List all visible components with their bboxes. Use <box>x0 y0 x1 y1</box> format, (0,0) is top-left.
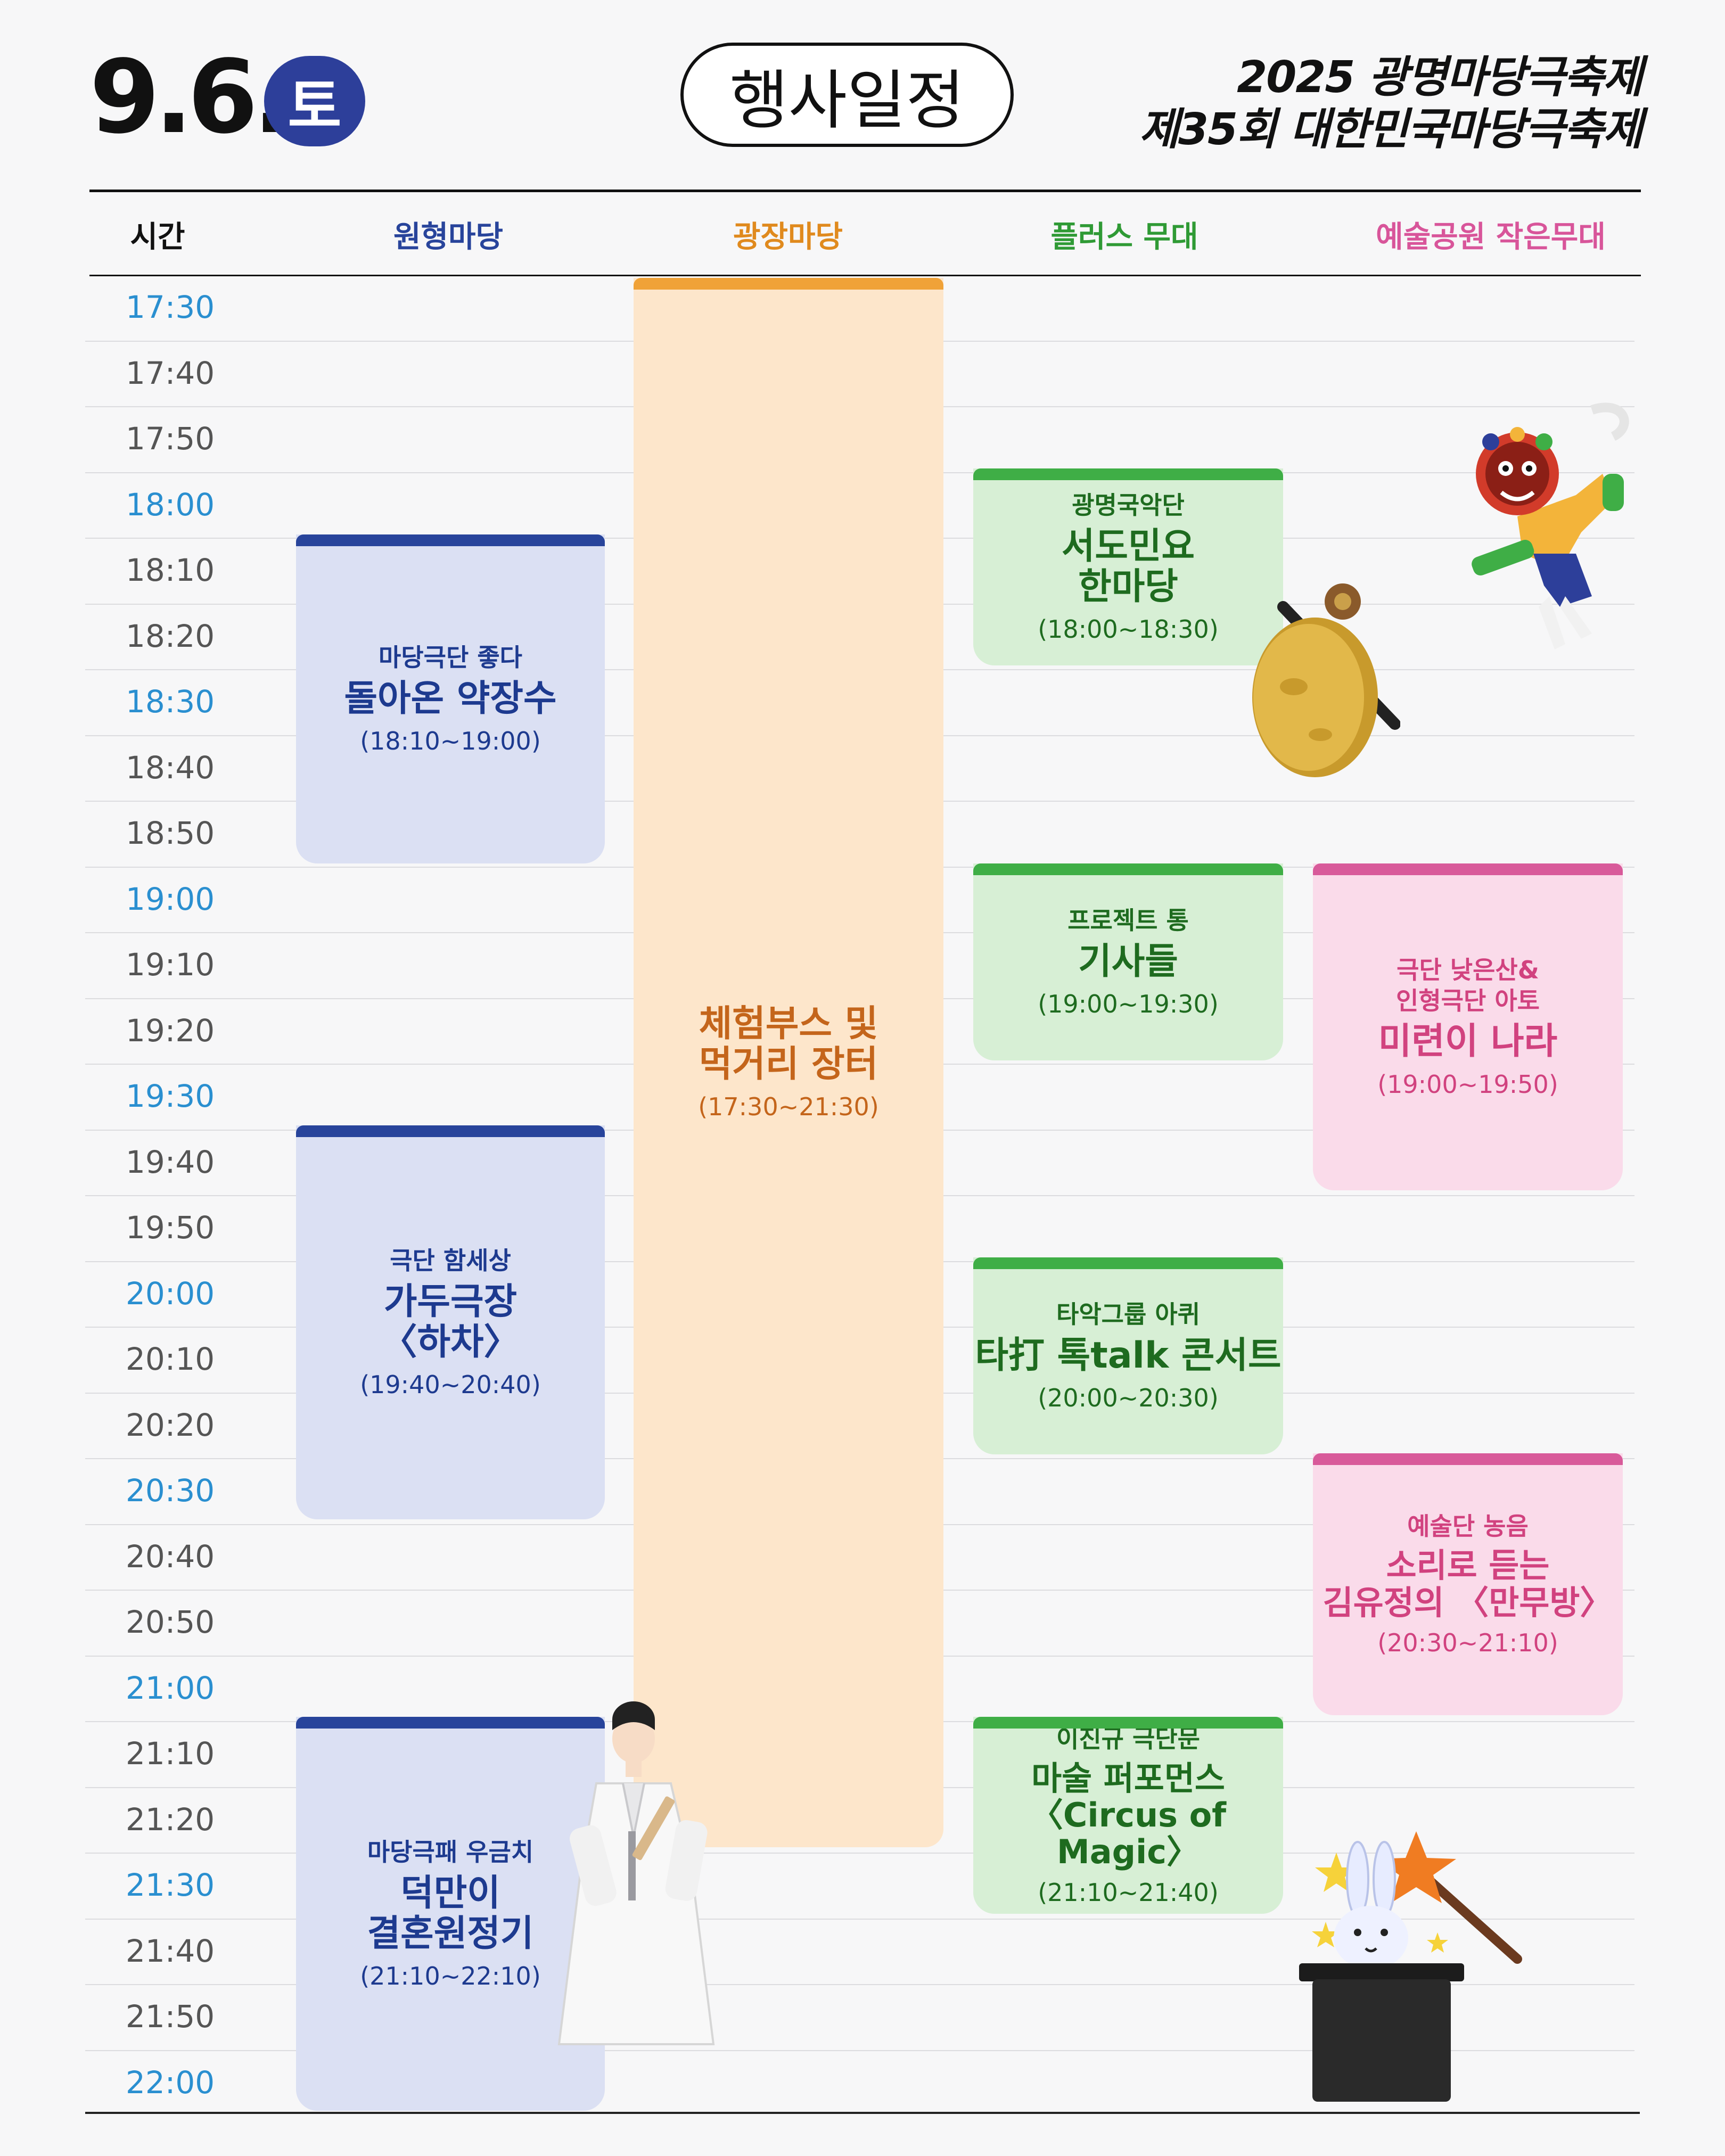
time-label: 19:50 <box>126 1209 215 1246</box>
event-color-bar <box>296 1125 605 1137</box>
event-time: (19:00~19:50) <box>1377 1069 1558 1099</box>
event-organizer: 극단 낮은산& 인형극단 아토 <box>1396 956 1540 1015</box>
event-plus-2[interactable]: 프로젝트 통 기사들 (19:00~19:30) <box>973 863 1283 1060</box>
event-organizer: 프로젝트 통 <box>1067 906 1189 935</box>
time-label: 18:20 <box>126 618 215 654</box>
time-label: 18:10 <box>126 552 215 588</box>
event-organizer: 예술단 농음 <box>1407 1511 1529 1541</box>
mask-dancer-icon <box>1472 402 1629 649</box>
event-title: 마술 퍼포먼스 〈Circus of Magic〉 <box>1030 1758 1227 1872</box>
time-label: 21:30 <box>126 1867 215 1903</box>
event-color-bar <box>296 1717 605 1729</box>
row-divider <box>85 2050 1634 2051</box>
event-color-bar <box>1313 863 1623 875</box>
event-plaza-booths[interactable]: 체험부스 및 먹거리 장터 (17:30~21:30) <box>634 278 943 1847</box>
time-label: 21:10 <box>126 1735 215 1772</box>
event-time: (18:10~19:00) <box>360 726 541 755</box>
time-label: 21:50 <box>126 1998 215 2035</box>
event-time: (19:40~20:40) <box>360 1370 541 1399</box>
column-header-plaza: 광장마당 <box>733 220 843 254</box>
event-title: 소리로 듣는 김유정의 〈만무방〉 <box>1322 1546 1613 1622</box>
event-title: 미련이 나라 <box>1378 1021 1558 1063</box>
event-park-1[interactable]: 극단 낮은산& 인형극단 아토 미련이 나라 (19:00~19:50) <box>1313 863 1623 1190</box>
time-label: 20:10 <box>126 1341 215 1377</box>
event-plus-3[interactable]: 타악그룹 아퀴 타打 톡talk 콘서트 (20:00~20:30) <box>973 1257 1283 1454</box>
time-label: 17:40 <box>126 355 215 391</box>
header-bottom-divider <box>89 275 1641 276</box>
row-divider <box>85 1853 1634 1854</box>
day-badge: 토 <box>264 56 365 146</box>
event-title: 서도민요 한마당 <box>1061 525 1195 608</box>
event-color-bar <box>296 534 605 546</box>
event-title: 가두극장 〈하차〉 <box>381 1280 520 1363</box>
time-label: 18:40 <box>126 749 215 786</box>
event-title: 돌아온 약장수 <box>344 677 557 720</box>
time-label: 17:50 <box>126 421 215 457</box>
event-time: (21:10~22:10) <box>360 1961 541 1990</box>
event-plus-1[interactable]: 광명국악단 서도민요 한마당 (18:00~18:30) <box>973 468 1283 665</box>
festival-edition: 제35회 대한민국마당극축제 <box>1139 104 1643 155</box>
time-label: 18:30 <box>126 684 215 720</box>
page-title: 행사일정 <box>680 43 1014 147</box>
column-header-park: 예술공원 작은무대 <box>1376 220 1606 254</box>
column-header-plus: 플러스 무대 <box>1050 220 1198 254</box>
time-label: 20:20 <box>126 1406 215 1443</box>
time-label: 17:30 <box>126 289 215 325</box>
time-label: 19:30 <box>126 1078 215 1114</box>
event-circle-1[interactable]: 마당극단 좋다 돌아온 약장수 (18:10~19:00) <box>296 534 605 863</box>
event-organizer: 마당극패 우금치 <box>367 1838 534 1867</box>
event-color-bar <box>973 863 1283 875</box>
time-label: 19:40 <box>126 1143 215 1180</box>
event-organizer: 광명국악단 <box>1072 491 1185 520</box>
time-label: 20:30 <box>126 1472 215 1509</box>
event-organizer: 마당극단 좋다 <box>379 643 522 672</box>
time-label: 21:20 <box>126 1801 215 1838</box>
hanbok-figure-icon <box>557 1701 715 2045</box>
time-label: 21:00 <box>126 1669 215 1706</box>
time-label: 20:40 <box>126 1538 215 1575</box>
row-divider <box>85 1984 1634 1985</box>
time-label: 19:10 <box>126 947 215 983</box>
event-title: 기사들 <box>1078 940 1178 983</box>
header-top-divider <box>89 190 1641 192</box>
time-label: 18:50 <box>126 815 215 851</box>
event-color-bar <box>973 1717 1283 1729</box>
event-time: (19:00~19:30) <box>1038 989 1219 1018</box>
time-label: 22:00 <box>126 2064 215 2101</box>
time-label: 21:40 <box>126 1932 215 1969</box>
event-title: 타打 톡talk 콘서트 <box>975 1334 1282 1377</box>
gong-icon <box>1252 583 1400 777</box>
time-label: 19:20 <box>126 1012 215 1049</box>
grid-bottom-divider <box>85 2112 1640 2114</box>
time-label: 20:50 <box>126 1604 215 1640</box>
row-divider <box>85 1919 1634 1920</box>
event-circle-2[interactable]: 극단 함세상 가두극장 〈하차〉 (19:40~20:40) <box>296 1125 605 1519</box>
festival-name: 2025 광명마당극축제 <box>1237 52 1643 103</box>
event-color-bar <box>973 1257 1283 1269</box>
column-header-circle: 원형마당 <box>393 220 504 254</box>
column-header-time: 시간 <box>130 220 185 254</box>
event-organizer: 극단 함세상 <box>390 1246 511 1276</box>
event-title: 체험부스 및 먹거리 장터 <box>699 1002 878 1085</box>
event-plus-4[interactable]: 이진규 극단문 마술 퍼포먼스 〈Circus of Magic〉 (21:10… <box>973 1717 1283 1914</box>
event-circle-3[interactable]: 마당극패 우금치 덕만이 결혼원정기 (21:10~22:10) <box>296 1717 605 2111</box>
event-color-bar <box>973 468 1283 480</box>
event-time: (20:00~20:30) <box>1038 1383 1219 1412</box>
schedule-date: 9.6. <box>89 38 291 156</box>
event-title: 덕만이 결혼원정기 <box>367 1872 534 1955</box>
time-label: 20:00 <box>126 1275 215 1312</box>
time-label: 19:00 <box>126 880 215 917</box>
magic-rabbit-hat-icon <box>1299 1831 1522 2102</box>
time-label: 18:00 <box>126 486 215 523</box>
event-color-bar <box>634 278 943 290</box>
event-color-bar <box>1313 1453 1623 1465</box>
event-time: (20:30~21:10) <box>1377 1628 1558 1658</box>
event-park-2[interactable]: 예술단 농음 소리로 듣는 김유정의 〈만무방〉 (20:30~21:10) <box>1313 1453 1623 1715</box>
event-time: (21:10~21:40) <box>1038 1878 1219 1907</box>
event-organizer: 이진규 극단문 <box>1056 1724 1200 1754</box>
event-time: (17:30~21:30) <box>698 1092 879 1122</box>
event-time: (18:00~18:30) <box>1038 614 1219 644</box>
event-organizer: 타악그룹 아퀴 <box>1056 1300 1200 1329</box>
